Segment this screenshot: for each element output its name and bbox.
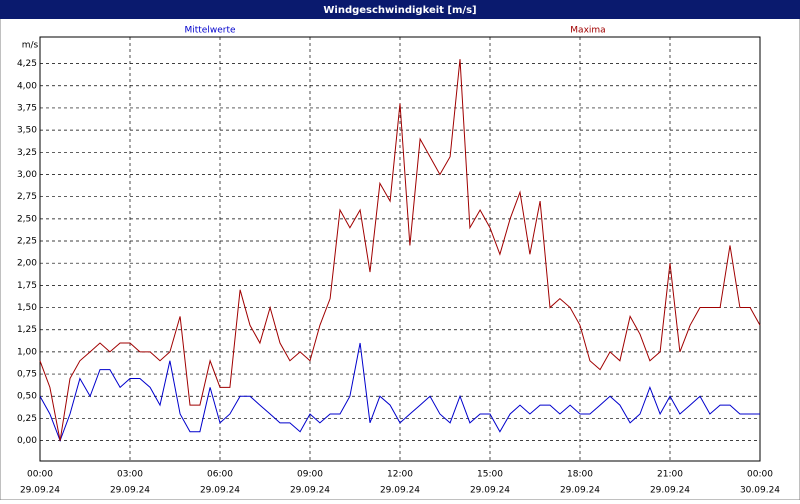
- y-tick-label: 1,75: [17, 281, 37, 291]
- y-tick-label: 4,25: [17, 59, 37, 69]
- x-tick-date: 29.09.24: [290, 486, 330, 496]
- y-tick-label: 1,25: [17, 325, 37, 335]
- x-tick-label: 00:00: [747, 470, 773, 480]
- y-tick-label: 0,50: [17, 392, 37, 402]
- x-tick-date: 29.09.24: [380, 486, 420, 496]
- y-tick-label: 0,00: [17, 436, 37, 446]
- y-tick-label: 1,50: [17, 303, 37, 313]
- x-tick-label: 06:00: [207, 470, 233, 480]
- y-tick-label: 0,75: [17, 370, 37, 380]
- y-tick-label: 3,25: [17, 148, 37, 158]
- legend-label: Maxima: [570, 26, 605, 36]
- y-tick-label: 1,00: [17, 347, 37, 357]
- x-tick-label: 12:00: [387, 470, 413, 480]
- y-tick-label: 3,00: [17, 170, 37, 180]
- y-tick-label: 4,00: [17, 81, 37, 91]
- y-tick-label: 2,25: [17, 237, 37, 247]
- x-tick-label: 21:00: [657, 470, 683, 480]
- x-tick-date: 29.09.24: [20, 486, 60, 496]
- legend-label: Mittelwerte: [184, 26, 235, 36]
- x-tick-label: 03:00: [117, 470, 143, 480]
- x-tick-label: 09:00: [297, 470, 323, 480]
- x-tick-date: 29.09.24: [560, 486, 600, 496]
- y-tick-label: 0,25: [17, 414, 37, 424]
- data-line: [39, 59, 761, 441]
- x-tick-date: 29.09.24: [110, 486, 150, 496]
- y-tick-label: 3,75: [17, 103, 37, 113]
- y-axis-label: m/s: [22, 41, 39, 51]
- x-tick-date: 29.09.24: [650, 486, 690, 496]
- x-tick-date: 29.09.24: [470, 486, 510, 496]
- x-tick-label: 00:00: [27, 470, 53, 480]
- data-line: [39, 342, 760, 443]
- y-tick-label: 3,50: [17, 126, 37, 136]
- y-tick-label: 2,00: [17, 259, 37, 269]
- y-tick-label: 2,50: [17, 214, 37, 224]
- x-tick-label: 15:00: [477, 470, 503, 480]
- x-tick-label: 18:00: [567, 470, 593, 480]
- y-tick-label: 2,75: [17, 192, 37, 202]
- x-tick-date: 30.09.24: [740, 486, 780, 496]
- title-bar: [0, 0, 800, 19]
- plot-frame: [39, 36, 761, 462]
- chart-title: Windgeschwindigkeit [m/s]: [323, 5, 476, 16]
- x-tick-date: 29.09.24: [200, 486, 240, 496]
